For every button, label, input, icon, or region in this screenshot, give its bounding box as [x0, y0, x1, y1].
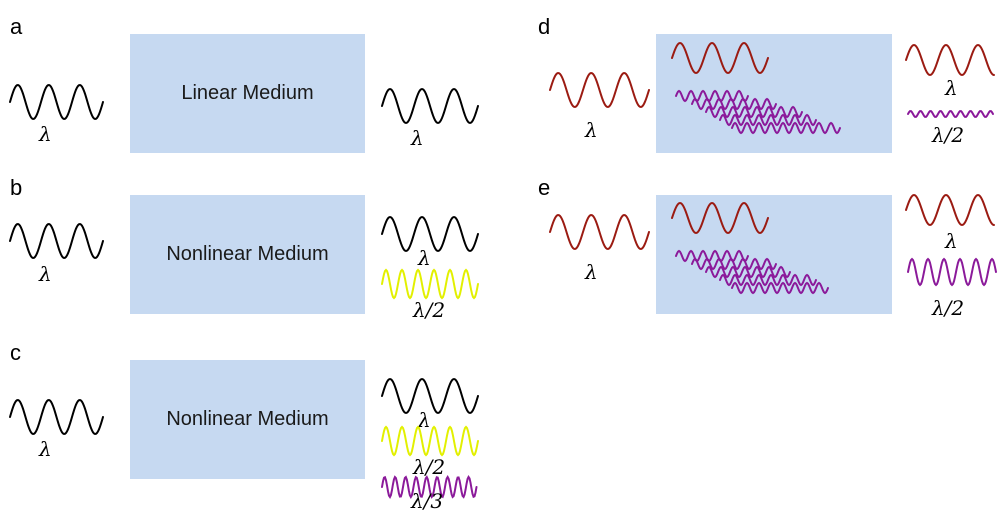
output-fundamental-wave-e — [905, 193, 995, 227]
wave-path — [691, 257, 777, 271]
wave-path — [671, 41, 769, 75]
output-wave-a — [381, 87, 479, 125]
wave-path — [731, 281, 829, 295]
input-wave-c — [9, 398, 104, 436]
output-wavelength-d1: λ — [945, 76, 958, 100]
wave-path — [907, 257, 997, 287]
input-wave-d — [549, 71, 650, 109]
output-wavelength-d2: λ/2 — [932, 123, 965, 147]
output-wavelength-c2: λ/2 — [413, 455, 446, 479]
panel-label-c: c — [10, 340, 21, 365]
wave-path — [9, 398, 104, 436]
input-wavelength-d: λ — [585, 118, 598, 142]
medium-label-c: Nonlinear Medium — [166, 408, 329, 430]
output-fundamental-wave-c — [381, 377, 479, 415]
wave-path — [731, 121, 841, 135]
output-wavelength-c1: λ — [418, 408, 431, 432]
internal-harmonic-wave-e3 — [705, 265, 791, 279]
wave-path — [549, 213, 650, 251]
internal-harmonic-wave-d2 — [691, 97, 777, 111]
input-wavelength-a: λ — [39, 122, 52, 146]
output-wavelength-e2: λ/2 — [932, 296, 965, 320]
wave-path — [381, 87, 479, 125]
input-wavelength-b: λ — [39, 262, 52, 286]
medium-label-b: Nonlinear Medium — [166, 243, 329, 265]
input-wave-a — [9, 83, 104, 121]
nonlinear-medium-box-c: Nonlinear Medium — [130, 360, 365, 479]
wave-path — [675, 249, 749, 263]
nonlinear-medium-box-b: Nonlinear Medium — [130, 195, 365, 314]
output-wavelength-e1: λ — [945, 229, 958, 253]
output-wavelength-c3: λ/3 — [411, 489, 444, 513]
internal-harmonic-wave-e5 — [731, 281, 829, 295]
wave-path — [381, 215, 479, 253]
wave-path — [905, 43, 995, 77]
internal-harmonic-wave-e2 — [691, 257, 777, 271]
linear-medium-box: Linear Medium — [130, 34, 365, 153]
wave-path — [671, 201, 769, 235]
internal-fundamental-wave-d — [671, 41, 769, 75]
panel-label-e: e — [538, 175, 551, 200]
wave-path — [381, 377, 479, 415]
wave-path — [907, 110, 994, 118]
input-wave-e — [549, 213, 650, 251]
wave-path — [705, 105, 803, 119]
wave-path — [719, 113, 817, 127]
wave-path — [705, 265, 791, 279]
wave-path — [9, 222, 104, 260]
internal-harmonic-wave-d5 — [731, 121, 841, 135]
input-wavelength-e: λ — [585, 260, 598, 284]
wave-path — [905, 193, 995, 227]
output-wavelength-a: λ — [411, 126, 424, 150]
wave-path — [719, 273, 817, 287]
internal-harmonic-wave-d1 — [675, 89, 749, 103]
input-wave-b — [9, 222, 104, 260]
output-wavelength-b1: λ — [418, 246, 431, 270]
medium-label-a: Linear Medium — [181, 82, 314, 104]
wave-path — [691, 97, 777, 111]
wave-path — [9, 83, 104, 121]
medium-box-e — [656, 195, 892, 314]
wave-path — [381, 425, 479, 457]
internal-harmonic-wave-e1 — [675, 249, 749, 263]
wave-path — [381, 268, 479, 300]
wave-path — [549, 71, 650, 109]
internal-harmonic-wave-d3 — [705, 105, 803, 119]
internal-fundamental-wave-e — [671, 201, 769, 235]
panel-label-a: a — [10, 14, 23, 39]
medium-box-d — [656, 34, 892, 153]
panel-label-d: d — [538, 14, 551, 39]
panel-label-b: b — [10, 175, 23, 200]
internal-harmonic-wave-e4 — [719, 273, 817, 287]
output-second-harmonic-wave-c — [381, 425, 479, 457]
output-fundamental-wave-b — [381, 215, 479, 253]
output-wavelength-b2: λ/2 — [413, 298, 446, 322]
wave-path — [381, 475, 478, 499]
output-second-harmonic-wave-b — [381, 268, 479, 300]
output-fundamental-wave-d — [905, 43, 995, 77]
output-harmonic-wave-d — [907, 110, 994, 118]
input-wavelength-c: λ — [39, 437, 52, 461]
wave-path — [675, 89, 749, 103]
internal-harmonic-wave-d4 — [719, 113, 817, 127]
output-harmonic-wave-e — [907, 257, 997, 287]
output-third-harmonic-wave-c — [381, 475, 478, 499]
